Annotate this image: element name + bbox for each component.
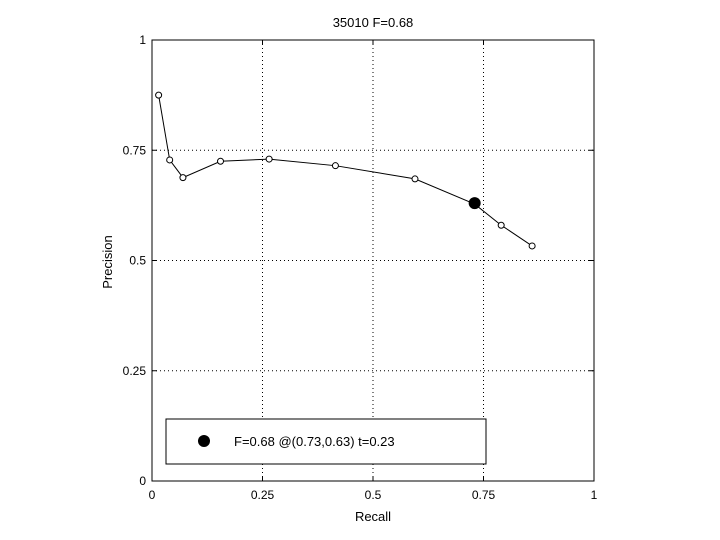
x-tick-label: 0.5 — [365, 488, 382, 502]
chart-title: 35010 F=0.68 — [333, 15, 414, 30]
data-point — [497, 221, 505, 229]
x-axis-label: Recall — [355, 509, 391, 524]
grid-layer — [152, 40, 594, 481]
data-point — [331, 162, 339, 170]
y-tick-label: 0.5 — [129, 254, 146, 268]
legend: F=0.68 @(0.73,0.63) t=0.23 — [165, 418, 487, 465]
y-tick-label: 0 — [139, 474, 146, 488]
data-point — [166, 156, 174, 164]
x-tick-label: 1 — [591, 488, 598, 502]
legend-box — [165, 418, 487, 465]
y-tick-label: 0.75 — [123, 143, 147, 157]
legend-marker — [198, 435, 210, 447]
x-tick-label: 0.75 — [472, 488, 496, 502]
data-point — [155, 91, 163, 99]
x-tick-label: 0.25 — [251, 488, 275, 502]
data-point — [265, 155, 273, 163]
legend-entry: F=0.68 @(0.73,0.63) t=0.23 — [234, 434, 395, 449]
y-tick-label: 0.25 — [123, 364, 147, 378]
data-point — [179, 174, 187, 182]
data-point — [528, 242, 536, 250]
series-layer — [155, 91, 536, 250]
data-point — [217, 157, 225, 165]
best-f-point — [468, 197, 481, 210]
series-line — [158, 95, 533, 247]
tick-layer: 0 0.25 0.5 0.75 1 0 0.25 0.5 0.75 1 — [123, 33, 598, 502]
x-tick-label: 0 — [149, 488, 156, 502]
data-point — [411, 175, 419, 183]
y-axis-label: Precision — [100, 235, 115, 288]
y-tick-label: 1 — [139, 33, 146, 47]
